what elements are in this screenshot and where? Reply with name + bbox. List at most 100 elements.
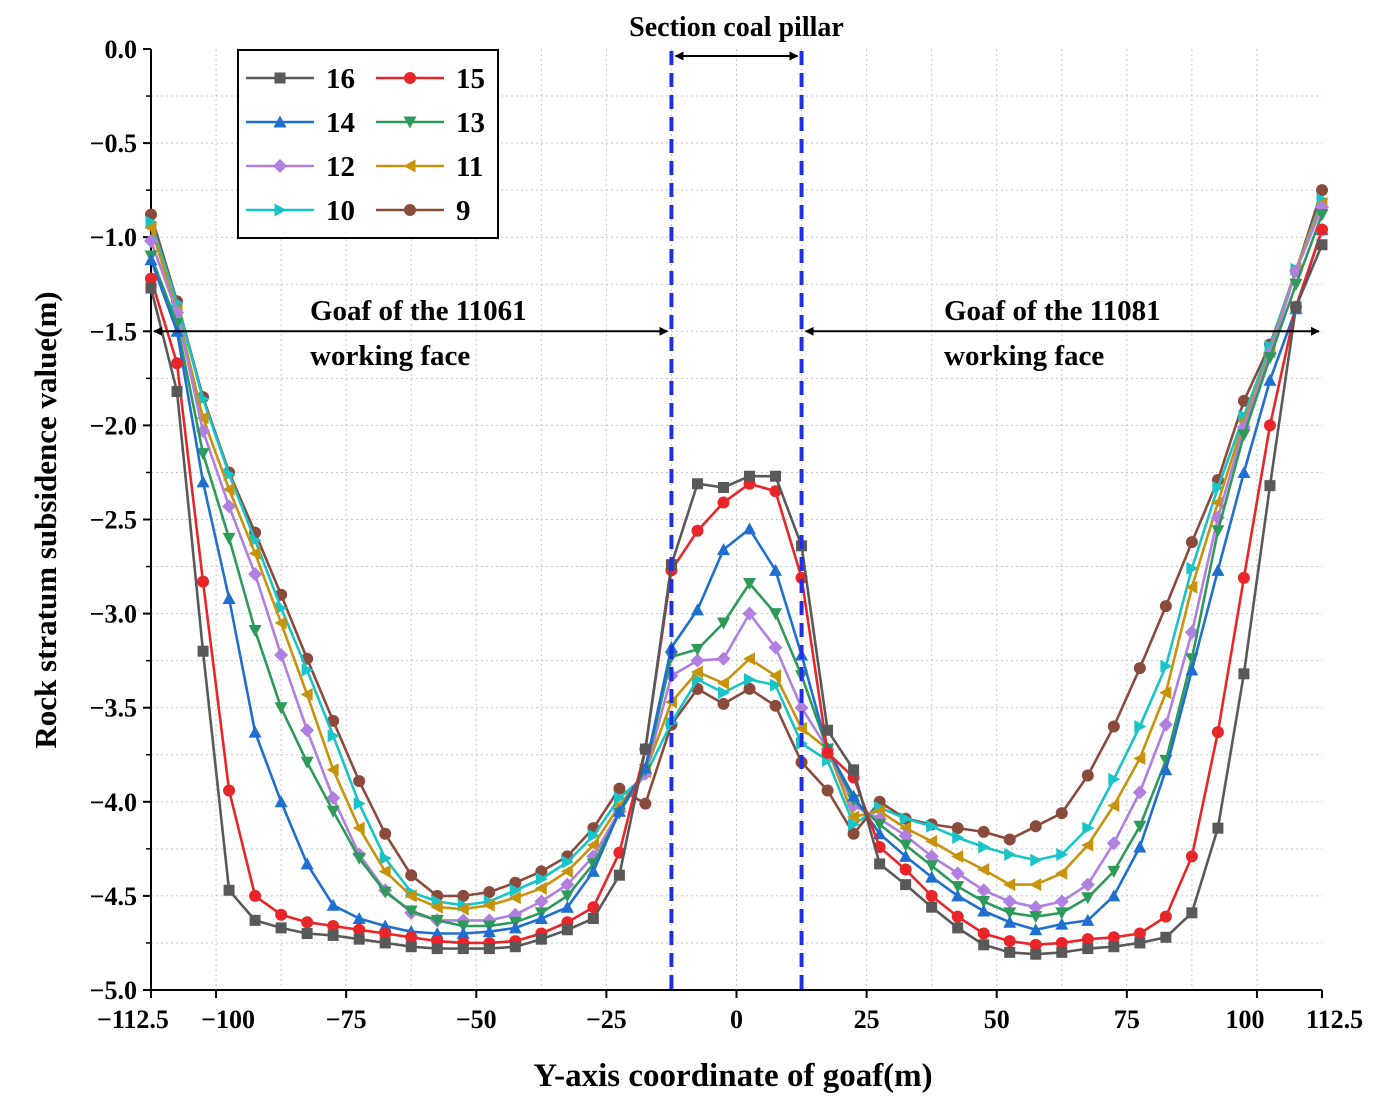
data-point — [1185, 580, 1198, 594]
data-point — [1211, 525, 1225, 538]
legend-marker — [403, 159, 416, 173]
data-point — [326, 791, 341, 806]
data-point — [1003, 907, 1017, 920]
left-goaf-label-line1: Goaf of the 11061 — [310, 295, 527, 327]
data-point — [274, 795, 288, 808]
data-point — [274, 616, 287, 630]
data-point — [1107, 720, 1120, 733]
data-point — [300, 688, 313, 702]
data-point — [430, 900, 443, 914]
y-tick-label: −4.0 — [90, 788, 137, 817]
data-point — [326, 898, 340, 911]
data-point — [977, 825, 990, 838]
data-point — [951, 889, 965, 902]
data-point — [352, 911, 366, 924]
data-point — [1082, 821, 1095, 835]
data-point — [379, 851, 392, 865]
data-point — [1185, 536, 1198, 549]
data-point — [248, 567, 263, 582]
data-point — [222, 482, 235, 496]
data-point — [925, 834, 938, 848]
legend-marker — [404, 204, 416, 216]
data-point — [560, 890, 574, 903]
data-point — [690, 653, 705, 668]
data-point — [223, 784, 236, 797]
data-point — [716, 617, 730, 630]
data-point — [977, 896, 991, 909]
data-point — [1159, 686, 1172, 700]
data-point — [456, 902, 469, 916]
data-point — [743, 682, 756, 695]
data-point — [1056, 847, 1069, 861]
data-point — [431, 943, 443, 955]
data-point — [561, 924, 573, 936]
x-tick-label: −25 — [586, 1005, 627, 1034]
data-point — [1316, 184, 1328, 197]
data-point — [977, 863, 990, 877]
data-point — [274, 702, 288, 715]
series-line-13 — [149, 214, 1324, 928]
data-point — [404, 905, 418, 918]
data-point — [1264, 480, 1276, 492]
legend-item-13: 13 — [376, 107, 485, 139]
series-line-15 — [149, 229, 1324, 947]
data-point — [978, 939, 990, 951]
data-point — [1211, 563, 1225, 576]
right-goaf-label-line2: working face — [944, 340, 1104, 372]
data-point — [456, 927, 470, 940]
data-point — [1186, 561, 1199, 575]
data-point — [300, 756, 314, 769]
data-point — [1030, 948, 1042, 960]
data-point — [197, 575, 210, 588]
data-point — [509, 941, 521, 953]
data-point — [977, 904, 991, 917]
data-point — [1055, 917, 1069, 930]
data-point — [1082, 943, 1094, 955]
data-point — [352, 821, 365, 835]
y-tick-label: −1.0 — [90, 223, 137, 252]
data-point — [1185, 663, 1199, 676]
data-point — [1108, 941, 1120, 953]
data-point — [1081, 838, 1094, 852]
data-point — [457, 943, 469, 955]
x-tick-label: 25 — [854, 1005, 880, 1034]
data-point — [457, 889, 470, 902]
data-point — [769, 608, 783, 621]
legend-marker — [274, 203, 287, 217]
data-point — [534, 894, 549, 909]
data-point — [1133, 840, 1147, 853]
data-point — [353, 797, 366, 811]
data-point — [639, 797, 652, 810]
data-point — [248, 725, 262, 738]
data-point — [1003, 915, 1017, 928]
data-point — [1238, 668, 1250, 680]
data-point — [1263, 352, 1277, 365]
data-point — [1003, 935, 1016, 948]
data-point — [248, 625, 262, 638]
data-point — [1106, 836, 1121, 851]
data-point — [977, 927, 990, 940]
data-point — [197, 645, 209, 657]
axes: 0.0 −0.5 −1.0 −1.5 −2.0 −2.5 −3.0 −3.5 −4.0 −4.5 −… — [90, 35, 1363, 1034]
data-point — [1186, 907, 1198, 919]
data-point — [145, 282, 157, 294]
legend-item-15: 15 — [376, 63, 485, 95]
data-point — [742, 606, 757, 621]
data-point — [1263, 373, 1277, 386]
data-point — [770, 470, 782, 482]
data-point — [613, 791, 626, 805]
y-tick-label: −2.0 — [90, 411, 137, 440]
data-point — [613, 869, 625, 881]
data-point — [1316, 223, 1328, 236]
data-point — [223, 884, 235, 896]
y-tick-label: −1.5 — [90, 317, 137, 346]
data-point — [1237, 571, 1250, 584]
data-point — [717, 686, 730, 700]
data-point — [847, 789, 861, 802]
data-point — [1081, 933, 1094, 946]
data-point — [430, 914, 444, 927]
data-point — [1029, 820, 1042, 833]
data-point — [1159, 763, 1173, 776]
data-point — [1107, 931, 1120, 944]
